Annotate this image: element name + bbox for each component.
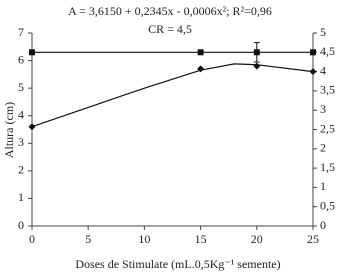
y2-tick-label: 1 [320, 179, 326, 193]
chart-subtitle: CR = 4,5 [148, 22, 192, 36]
x-tick-label: 25 [307, 232, 319, 246]
x-tick-label: 0 [29, 232, 35, 246]
y2-tick-label: 4 [320, 63, 326, 77]
y2-tick-label: 0 [320, 218, 326, 232]
y-tick-label: 3 [18, 135, 24, 149]
y-tick-label: 4 [18, 107, 24, 121]
y-tick-label: 6 [18, 52, 24, 66]
x-tick-label: 5 [85, 232, 91, 246]
y-tick-label: 5 [18, 80, 24, 94]
y2-tick-label: 1,5 [320, 160, 335, 174]
y-axis-label: Altura (cm) [2, 102, 16, 158]
square-marker [253, 49, 260, 56]
y2-tick-label: 3,5 [320, 83, 335, 97]
chart-title: A = 3,6150 + 0,2345x - 0,0006x²; R²=0,96 [68, 4, 272, 18]
y-tick-label: 2 [18, 163, 24, 177]
diamond-marker [253, 62, 261, 70]
y-tick-label: 7 [18, 25, 24, 39]
y2-tick-label: 3 [320, 102, 326, 116]
y-tick-label: 1 [18, 190, 24, 204]
x-axis-label: Doses de Stimulate (mL.0,5Kg⁻¹ semente) [75, 257, 280, 271]
y2-tick-label: 2 [320, 141, 326, 155]
x-tick-label: 15 [195, 232, 207, 246]
series-line [31, 63, 314, 128]
x-tick-label: 10 [138, 232, 150, 246]
square-marker [310, 49, 316, 56]
y2-tick-label: 2,5 [320, 121, 335, 135]
y2-tick-label: 5 [320, 25, 326, 39]
y2-tick-label: 0,5 [320, 198, 335, 212]
x-tick-label: 20 [251, 232, 263, 246]
y2-tick-label: 4,5 [320, 44, 335, 58]
y-tick-label: 0 [18, 218, 24, 232]
square-marker [29, 49, 35, 56]
square-marker [197, 49, 204, 56]
